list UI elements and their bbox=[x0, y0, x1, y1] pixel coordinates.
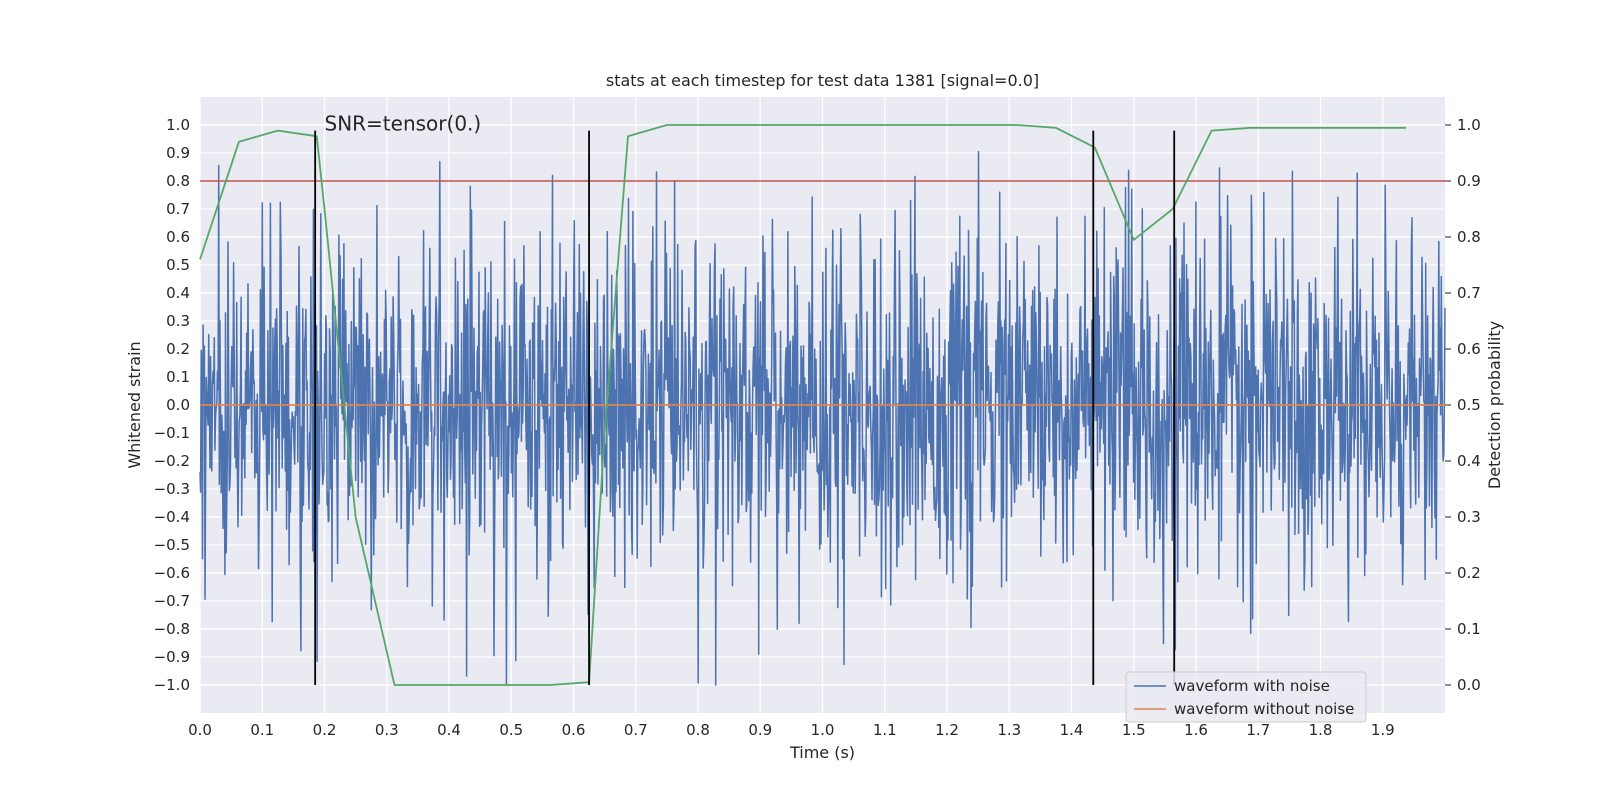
axis-ticks: 0.0 0.1 0.2 0.3 0.4 0.5 0.6 0.7 0.8 0.9 1.0 1.1 1.2 1… bbox=[154, 116, 1481, 739]
y2-tick-label: 0.7 bbox=[1457, 284, 1481, 302]
y-tick-label: 0.5 bbox=[166, 256, 190, 274]
x-tick-label: 1.3 bbox=[997, 721, 1021, 739]
y-tick-label: 0.6 bbox=[166, 228, 190, 246]
y2-tick-label: 0.5 bbox=[1457, 396, 1481, 414]
y-tick-label: 0.1 bbox=[166, 368, 190, 386]
series-detection-probability bbox=[199, 124, 1407, 686]
series-waveform-with-noise bbox=[199, 150, 1446, 686]
x-tick-label: 0.4 bbox=[437, 721, 461, 739]
x-tick-label: 0.1 bbox=[250, 721, 274, 739]
x-tick-label: 1.9 bbox=[1371, 721, 1395, 739]
x-tick-label: 0.8 bbox=[686, 721, 710, 739]
y-tick-label: 0.0 bbox=[166, 396, 190, 414]
series-layer bbox=[199, 124, 1446, 686]
y-tick-label: −0.5 bbox=[154, 536, 190, 554]
x-tick-label: 0.5 bbox=[499, 721, 523, 739]
x-axis-label: Time (s) bbox=[789, 743, 855, 762]
y-tick-label: 0.4 bbox=[166, 284, 190, 302]
y2-tick-label: 0.6 bbox=[1457, 340, 1481, 358]
y2-tick-label: 0.8 bbox=[1457, 228, 1481, 246]
y-tick-label: 0.9 bbox=[166, 144, 190, 162]
x-tick-label: 1.2 bbox=[935, 721, 959, 739]
snr-annotation: SNR=tensor(0.) bbox=[325, 112, 482, 136]
y-tick-label: 0.3 bbox=[166, 312, 190, 330]
x-tick-label: 1.7 bbox=[1246, 721, 1270, 739]
x-tick-label: 0.6 bbox=[562, 721, 586, 739]
x-tick-label: 1.6 bbox=[1184, 721, 1208, 739]
x-tick-label: 0.7 bbox=[624, 721, 648, 739]
y2-axis-label: Detection probability bbox=[1485, 321, 1504, 489]
legend: waveform with noise waveform without noi… bbox=[1125, 671, 1367, 723]
vertical-markers bbox=[314, 130, 1176, 685]
y-tick-label: −0.3 bbox=[154, 480, 190, 498]
y2-tick-label: 0.3 bbox=[1457, 508, 1481, 526]
x-tick-label: 1.4 bbox=[1060, 721, 1084, 739]
y-axis-label: Whitened strain bbox=[125, 341, 144, 468]
x-tick-label: 0.9 bbox=[748, 721, 772, 739]
y-tick-label: −0.4 bbox=[154, 508, 190, 526]
y2-tick-label: 1.0 bbox=[1457, 116, 1481, 134]
y-tick-label: 0.2 bbox=[166, 340, 190, 358]
y2-tick-label: 0.2 bbox=[1457, 564, 1481, 582]
legend-box bbox=[1125, 671, 1367, 723]
x-tick-label: 0.2 bbox=[313, 721, 337, 739]
x-tick-label: 1.8 bbox=[1309, 721, 1333, 739]
y2-tick-label: 0.9 bbox=[1457, 172, 1481, 190]
legend-label-noisy: waveform with noise bbox=[1174, 677, 1330, 695]
y-tick-label: 1.0 bbox=[166, 116, 190, 134]
y-tick-label: −0.7 bbox=[154, 592, 190, 610]
y-tick-label: −1.0 bbox=[154, 676, 190, 694]
x-tick-label: 1.0 bbox=[811, 721, 835, 739]
y-tick-label: −0.1 bbox=[154, 424, 190, 442]
chart-title: stats at each timestep for test data 138… bbox=[606, 71, 1039, 90]
y-tick-label: −0.8 bbox=[154, 620, 190, 638]
x-tick-label: 0.3 bbox=[375, 721, 399, 739]
x-tick-label: 1.5 bbox=[1122, 721, 1146, 739]
x-tick-label: 1.1 bbox=[873, 721, 897, 739]
y-tick-label: 0.8 bbox=[166, 172, 190, 190]
y-tick-label: 0.7 bbox=[166, 200, 190, 218]
legend-label-clean: waveform without noise bbox=[1174, 700, 1354, 718]
y2-tick-label: 0.0 bbox=[1457, 676, 1481, 694]
y-tick-label: −0.6 bbox=[154, 564, 190, 582]
y2-tick-label: 0.1 bbox=[1457, 620, 1481, 638]
y-tick-label: −0.2 bbox=[154, 452, 190, 470]
x-tick-label: 0.0 bbox=[188, 721, 212, 739]
y-tick-label: −0.9 bbox=[154, 648, 190, 666]
y2-tick-label: 0.4 bbox=[1457, 452, 1481, 470]
